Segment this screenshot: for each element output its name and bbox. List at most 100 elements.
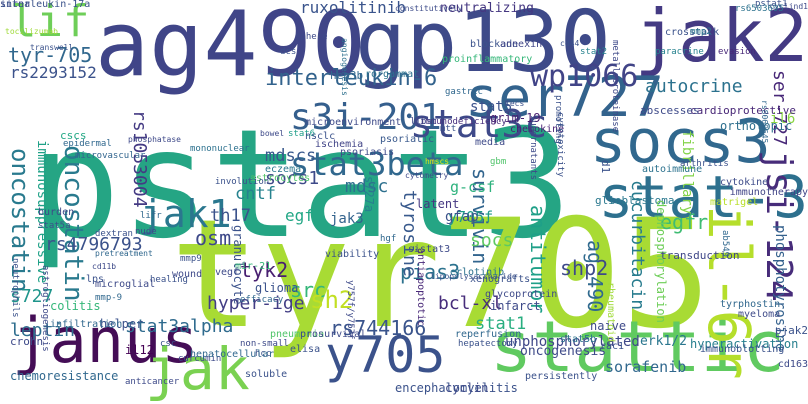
word-hep3b: hep3b bbox=[330, 69, 364, 82]
word-stat2: stat2 bbox=[580, 47, 608, 57]
word-efficacy: efficacy bbox=[240, 295, 284, 305]
word-cytometry: cytometry bbox=[405, 171, 449, 180]
word-supernatants: supernatants bbox=[528, 115, 538, 181]
word-neutralizing: neutralizing bbox=[440, 1, 534, 16]
word-cyclin: cyclin bbox=[445, 381, 489, 395]
word-il6: il6 bbox=[770, 111, 796, 127]
word-involution: involution bbox=[215, 177, 270, 187]
word-transduction: transduction bbox=[660, 249, 740, 262]
word-latent: latent bbox=[416, 197, 460, 211]
word-egfr: egfr bbox=[660, 210, 709, 234]
word-xenografts: xenografts bbox=[470, 274, 531, 285]
word-jak: jak bbox=[145, 335, 250, 403]
word-psoriatic: psoriatic bbox=[380, 134, 435, 145]
word-blockade: blockade bbox=[470, 39, 519, 50]
word-transwell: transwell bbox=[30, 43, 74, 52]
word-lipopolysaccharide: lipopolysaccharide bbox=[430, 272, 517, 281]
word-cntf: cntf bbox=[235, 184, 276, 204]
word-neutrophils: neutrophils bbox=[10, 258, 20, 318]
word-prosurvival: prosurvival bbox=[300, 329, 367, 340]
word-chemokine: chemokine bbox=[510, 124, 565, 135]
word-colitis: colitis bbox=[50, 299, 101, 313]
word-bowel: bowel bbox=[260, 129, 285, 138]
word-mmp-9: mmp-9 bbox=[95, 293, 123, 303]
word-grim-19: grim-19 bbox=[490, 111, 541, 125]
word-persistently: persistently bbox=[525, 371, 598, 382]
word-myeloma: myeloma bbox=[738, 309, 781, 320]
word-tocilizumab: tocilizumab bbox=[5, 27, 58, 36]
word-csc: csc bbox=[160, 339, 177, 349]
word-egf: egf bbox=[285, 206, 314, 225]
word-stat5a: stat5a bbox=[38, 221, 71, 231]
word-matrigel: matrigel bbox=[710, 197, 759, 208]
word-hcc: hcc bbox=[255, 349, 272, 359]
word-proinflammatory: proinflammatory bbox=[442, 54, 533, 65]
word-infiltration: infiltration bbox=[50, 319, 123, 330]
word-cytokine: cytokine bbox=[720, 177, 769, 188]
word-libst: libst bbox=[410, 117, 438, 127]
word-s727a: s727a bbox=[362, 176, 376, 213]
word-rs2293152: rs2293152 bbox=[10, 63, 97, 82]
word-pias3: pias3 bbox=[400, 260, 461, 284]
word-autoimmune: autoimmune bbox=[642, 164, 703, 175]
word-stat3beta: stat3beta bbox=[290, 145, 464, 183]
word-jak1: jak1 bbox=[140, 192, 232, 236]
word-metalloproteinase: metalloproteinase bbox=[610, 40, 620, 133]
word-s727: s727 bbox=[10, 286, 54, 307]
word-rorgammat: rorgammat bbox=[365, 69, 420, 80]
word-sphere: sphere bbox=[295, 32, 328, 42]
word-viability: viability bbox=[325, 249, 380, 260]
word-socs: socs bbox=[470, 230, 514, 251]
word-pstat1: pstat1 bbox=[755, 0, 788, 9]
word-hepatocellular: hepatocellular bbox=[190, 349, 275, 360]
word-mononuclear: mononuclear bbox=[190, 144, 250, 154]
word-erlotinib: erlotinib bbox=[450, 267, 505, 278]
word-tyrphostin: tyrphostin bbox=[720, 299, 781, 310]
word-stat3alpha: stat3alpha bbox=[125, 316, 234, 337]
word-glycoprotein: glycoprotein bbox=[485, 289, 558, 300]
word-burden: burden bbox=[38, 207, 75, 218]
word-iecs: iecs bbox=[505, 99, 525, 108]
word-interleukin-17a: interleukin-17a bbox=[0, 0, 91, 10]
word-orthotopic: orthotopic bbox=[720, 119, 793, 133]
word-cd44: cd44 bbox=[560, 39, 580, 48]
word-cyclind1: cyclind1 bbox=[769, 2, 808, 11]
word-gp130: gp130 bbox=[355, 0, 611, 92]
word-g-csf: g-csf bbox=[450, 178, 496, 196]
word-jak2: jak2 bbox=[634, 0, 808, 78]
word-mmp2: mmp2 bbox=[690, 27, 712, 37]
word-pretreatment: pretreatment bbox=[95, 249, 153, 258]
word-immunoblotting: immunoblotting bbox=[700, 344, 785, 355]
word-rs8069645: rs8069645 bbox=[760, 100, 769, 144]
word-microvascular: microvascular bbox=[75, 151, 146, 161]
word-nude: nude bbox=[135, 227, 157, 237]
word-lifr: lifr bbox=[140, 211, 162, 221]
word-wp1066: wp1066 bbox=[530, 59, 639, 94]
word-rac1: rac1 bbox=[600, 341, 625, 352]
word-non-small: non-small bbox=[240, 339, 289, 349]
word-shp2: shp2 bbox=[560, 256, 609, 280]
word-gfap: gfap bbox=[445, 209, 479, 225]
word-soluble: soluble bbox=[245, 369, 288, 380]
word-cscs: cscs bbox=[60, 129, 87, 142]
word-eczema: eczema bbox=[265, 164, 302, 175]
word-crohn: crohn bbox=[10, 335, 44, 348]
word-wound: wound bbox=[172, 269, 203, 280]
word-hmscs: hmscs bbox=[425, 157, 450, 166]
word-gastric: gastric bbox=[445, 87, 483, 97]
word-stat1: stat1 bbox=[475, 314, 527, 334]
word-janus: janus bbox=[12, 304, 199, 377]
word-ser727: ser727 bbox=[465, 65, 664, 129]
word-microenvironment: microenvironment bbox=[305, 117, 402, 128]
word-ab549: ab549 bbox=[720, 230, 730, 258]
word-chemoresistance: chemoresistance bbox=[10, 369, 119, 383]
word-glioblastoma: glioblastoma bbox=[595, 194, 675, 207]
word-osm: osm bbox=[195, 226, 232, 250]
word-rs6503695: rs6503695 bbox=[735, 4, 784, 14]
word-lif: lif bbox=[10, 0, 90, 47]
word-hepatectomy: hepatectomy bbox=[458, 339, 518, 349]
word-jak3: jak3 bbox=[330, 211, 364, 227]
word-interleukin-6: interleukin-6 bbox=[265, 66, 438, 91]
word-astrocytes: astrocytes bbox=[250, 173, 311, 184]
